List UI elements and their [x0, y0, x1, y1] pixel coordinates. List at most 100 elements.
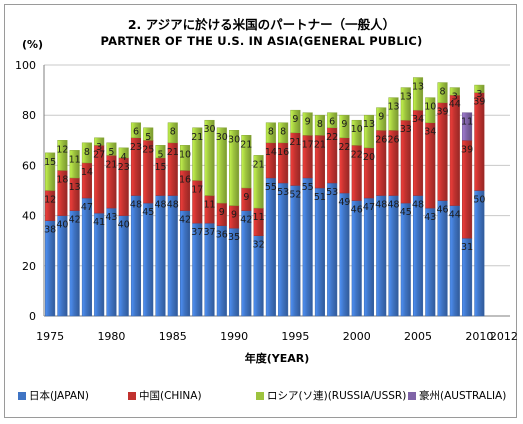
data-label: 9 — [219, 207, 225, 218]
bar-segment — [69, 210, 80, 317]
bar-segment — [290, 185, 301, 317]
data-label: 42 — [69, 215, 81, 226]
bar-segment — [143, 127, 154, 141]
bar-segment — [106, 142, 117, 156]
bar-segment — [474, 84, 485, 93]
bar-segment — [155, 145, 166, 159]
bar-segment — [474, 190, 485, 317]
data-label: 37 — [204, 227, 216, 238]
data-label: 12 — [56, 144, 68, 155]
data-label: 47 — [363, 202, 375, 213]
x-tick-label: 1975 — [36, 330, 64, 343]
bar-segment — [314, 187, 325, 317]
bar-segment — [57, 215, 68, 317]
data-label: 48 — [375, 200, 387, 211]
data-label: 41 — [93, 217, 105, 228]
bar-segment — [363, 114, 375, 149]
data-label: 46 — [437, 205, 449, 216]
legend-swatch — [18, 391, 26, 400]
data-label: 10 — [179, 149, 191, 160]
bar-segment — [94, 212, 105, 317]
bar-segment — [327, 112, 338, 129]
x-tick-label: 1980 — [97, 330, 125, 343]
bar-segment — [400, 87, 411, 121]
bar-segment — [81, 142, 92, 164]
data-label: 8 — [170, 127, 176, 138]
bar-segment — [425, 97, 436, 123]
bar-segment — [45, 152, 56, 191]
data-label: 39 — [437, 107, 449, 118]
data-label: 48 — [130, 200, 142, 211]
legend-item: 中国(CHINA) — [128, 388, 202, 403]
y-tick-label: 0 — [29, 310, 36, 323]
data-label: 8 — [440, 87, 446, 98]
data-label: 13 — [412, 82, 424, 93]
data-label: 8 — [268, 127, 274, 138]
data-label: 23 — [118, 162, 130, 173]
data-label: 21 — [167, 147, 179, 158]
data-label: 39 — [461, 144, 473, 155]
data-label: 23 — [130, 142, 142, 153]
chart-legend: 日本(JAPAN) 中国(CHINA) ロシア(ソ連)(RUSSIA/USSR) 豪州… — [18, 384, 518, 406]
data-label: 10 — [351, 124, 363, 135]
y-tick-label: 40 — [22, 210, 36, 223]
data-label: 30 — [228, 134, 240, 145]
bar-segment — [204, 119, 215, 196]
y-tick-label: 100 — [15, 59, 36, 72]
data-label: 12 — [44, 195, 56, 206]
bar-segment — [118, 147, 129, 159]
bar-segment — [302, 177, 313, 317]
data-label: 3 — [96, 142, 102, 153]
data-label: 13 — [400, 92, 412, 103]
data-label: 9 — [243, 192, 249, 203]
data-label: 45 — [142, 207, 154, 218]
bar-segment — [130, 122, 142, 139]
data-label: 38 — [44, 225, 56, 236]
bar-segment — [253, 155, 264, 209]
bar-segment — [130, 195, 142, 317]
data-label: 30 — [204, 124, 216, 135]
data-label: 13 — [69, 182, 81, 193]
bar-segment — [302, 112, 313, 136]
data-label: 53 — [326, 187, 338, 198]
data-label: 9 — [341, 119, 347, 130]
data-label: 42 — [179, 215, 191, 226]
data-label: 48 — [387, 200, 399, 211]
bar-segment — [192, 127, 203, 181]
data-label: 8 — [280, 127, 286, 138]
bar-segment — [327, 182, 338, 317]
bar-segment — [351, 200, 362, 317]
bar-segment — [265, 177, 276, 317]
data-label: 40 — [56, 220, 68, 231]
bar-segment — [449, 205, 460, 317]
data-label: 11 — [461, 117, 473, 128]
data-label: 37 — [191, 227, 203, 238]
bar-segment — [241, 210, 252, 317]
data-label: 21 — [253, 159, 265, 170]
data-label: 55 — [265, 182, 277, 193]
data-label: 15 — [44, 157, 56, 168]
bar-segment — [229, 130, 240, 206]
data-label: 17 — [191, 184, 203, 195]
bar-segment — [339, 192, 350, 317]
bar-segment — [69, 150, 80, 179]
bar-segment — [388, 195, 399, 317]
data-label: 9 — [305, 117, 311, 128]
bar-segment — [449, 87, 460, 96]
data-label: 11 — [253, 212, 265, 223]
data-label: 15 — [154, 162, 166, 173]
data-label: 48 — [412, 200, 424, 211]
data-label: 3 — [452, 92, 458, 103]
data-label: 52 — [289, 189, 301, 200]
x-tick-label: 2012 — [490, 330, 518, 343]
data-label: 11 — [69, 154, 81, 165]
y-tick-label: 20 — [22, 260, 36, 273]
bar-segment — [376, 107, 387, 131]
bar-segment — [425, 207, 436, 317]
data-label: 46 — [351, 205, 363, 216]
bar-segment — [314, 114, 325, 136]
data-label: 48 — [154, 200, 166, 211]
bar-segment — [155, 195, 166, 317]
data-label: 42 — [240, 215, 252, 226]
bar-segment — [351, 119, 362, 146]
